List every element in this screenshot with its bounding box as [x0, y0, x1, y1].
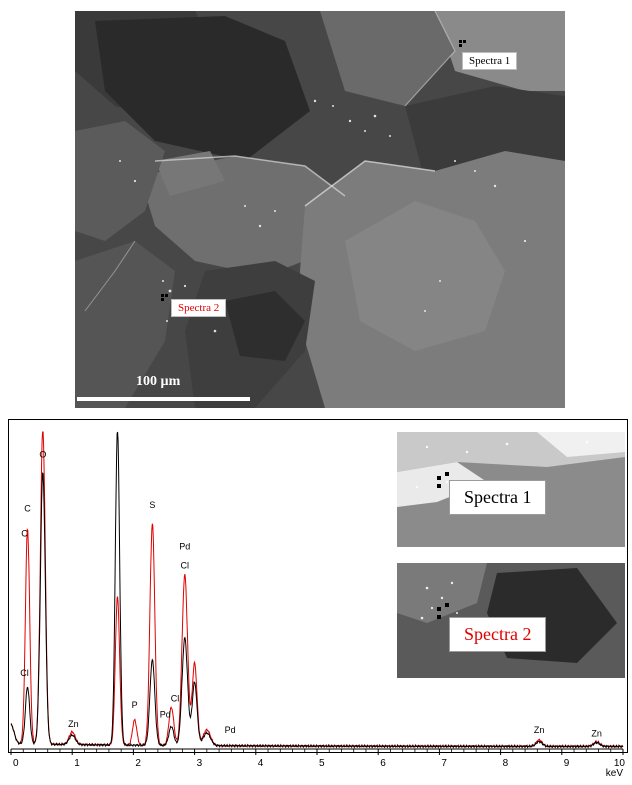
x-tick-label: 6	[380, 758, 386, 769]
plot-series	[10, 431, 624, 749]
x-tick-label: 4	[258, 758, 264, 769]
spectra-1-label: Spectra 1	[462, 52, 518, 70]
peak-label: Cl	[20, 668, 29, 678]
peak-label: Si	[113, 420, 121, 421]
spectra-2-label: Spectra 2	[171, 299, 227, 317]
x-tick-label: 9	[564, 758, 570, 769]
x-axis-unit: keV	[606, 768, 624, 779]
spectra-1-marker	[459, 40, 462, 43]
peak-label: O	[39, 420, 46, 421]
peak-label: C	[24, 503, 31, 513]
peak-label: Zn	[68, 719, 79, 729]
peak-labels: OOSiCCSPdClClZnPClPdPdZnZn	[20, 420, 602, 738]
spectra-2-marker	[161, 294, 164, 297]
peak-label: C	[21, 529, 28, 539]
peak-label: Cl	[181, 560, 190, 570]
x-tick-label: 1	[74, 758, 80, 769]
inset-1-label: Spectra 1	[449, 480, 547, 515]
x-tick-label: 7	[441, 758, 447, 769]
x-tick-label: 0	[13, 758, 19, 769]
peak-label: P	[132, 700, 138, 710]
peak-label: O	[39, 449, 46, 459]
inset-spectra-1: Spectra 1	[397, 432, 625, 547]
x-tick-label: 5	[319, 758, 325, 769]
peak-label: Cl	[171, 693, 180, 703]
peak-label: Pd	[225, 725, 236, 735]
peak-label: Pd	[160, 709, 171, 719]
peak-label: S	[149, 500, 155, 510]
x-tick-label: 8	[503, 758, 509, 769]
peak-label: Pd	[179, 541, 190, 551]
peak-label: Zn	[591, 728, 602, 738]
x-tick-label: 3	[197, 758, 203, 769]
inset-2-label: Spectra 2	[449, 617, 547, 652]
micrograph-texture	[75, 11, 565, 408]
x-tick-label: 10	[614, 758, 626, 769]
x-tick-label: 2	[135, 758, 141, 769]
inset-spectra-2: Spectra 2	[397, 563, 625, 678]
peak-label: Zn	[534, 725, 545, 735]
scale-bar	[77, 397, 250, 401]
scale-bar-label: 100 µm	[136, 374, 181, 389]
sem-micrograph: Spectra 1 Spectra 2 100 µm	[75, 11, 565, 408]
series-line-spectra-1	[10, 431, 624, 749]
